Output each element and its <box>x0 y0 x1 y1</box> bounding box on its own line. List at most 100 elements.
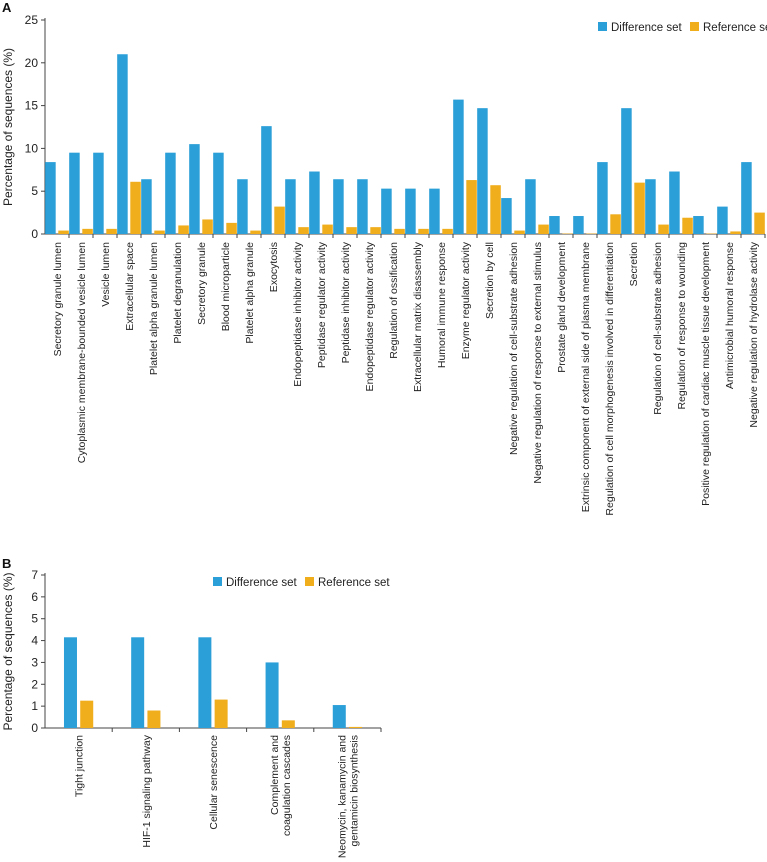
bar-reference-a-6 <box>202 219 213 234</box>
bar-difference-a-4 <box>141 179 152 234</box>
bar-difference-b-1 <box>131 637 145 728</box>
bar-difference-a-9 <box>261 126 272 234</box>
x-tick-label-b: Tight junction <box>74 735 86 797</box>
bar-difference-a-2 <box>93 152 104 234</box>
bar-reference-a-10 <box>298 227 309 234</box>
y-axis-title-a: Percentage of sequences (%) <box>1 48 15 206</box>
legend-swatch-difference-a <box>598 22 607 31</box>
x-tick-label-b: coagulation cascades <box>281 735 293 836</box>
x-tick-label-a: Extrinsic component of external side of … <box>580 242 592 512</box>
bar-difference-a-27 <box>693 216 704 234</box>
x-tick-label-b: HIF-1 signaling pathway <box>141 734 153 847</box>
x-tick-label-b: Cellular senescence <box>208 735 220 830</box>
bar-difference-a-17 <box>453 99 464 234</box>
x-tick-label-a: Regulation of response to wounding <box>676 242 688 410</box>
bar-difference-a-8 <box>237 179 248 234</box>
bar-reference-a-26 <box>682 217 693 234</box>
x-tick-label-a: Platelet alpha granule lumen <box>148 242 160 375</box>
bar-reference-a-18 <box>490 185 501 234</box>
x-tick-label-a: Antimicrobial humoral response <box>724 242 736 389</box>
x-tick-label-b: Complement and <box>269 735 281 815</box>
bar-reference-a-13 <box>370 227 381 234</box>
bar-difference-a-20 <box>525 179 536 234</box>
x-tick-label-a: Positive regulation of cardiac muscle ti… <box>700 242 712 506</box>
bar-difference-a-21 <box>549 216 560 234</box>
x-tick-label-a: Negative regulation of hydrolase activit… <box>748 241 760 427</box>
bar-reference-a-5 <box>178 225 189 234</box>
legend-label-reference-b: Reference set <box>318 577 390 589</box>
panel-label-b: B <box>2 556 11 571</box>
bar-difference-a-14 <box>381 188 392 234</box>
bar-difference-a-23 <box>597 162 608 234</box>
x-tick-label-a: Enzyme regulator activity <box>460 241 472 359</box>
x-tick-label-a: Extracellular matrix disassembly <box>412 241 424 392</box>
bar-difference-a-15 <box>405 188 416 234</box>
bar-difference-a-11 <box>309 171 320 234</box>
bar-reference-a-15 <box>418 228 429 234</box>
bar-reference-a-25 <box>658 224 669 234</box>
y-tick-label-b: 6 <box>31 590 38 604</box>
bar-difference-b-3 <box>265 662 279 728</box>
bar-difference-a-6 <box>189 144 200 234</box>
bar-reference-b-2 <box>214 699 228 728</box>
bar-reference-a-12 <box>346 227 357 234</box>
x-tick-label-a: Peptidase regulator activity <box>316 241 328 368</box>
bar-difference-b-4 <box>332 705 346 728</box>
y-axis-title-b: Percentage of sequences (%) <box>1 572 15 730</box>
y-tick-label-b: 7 <box>31 568 38 582</box>
bar-reference-a-4 <box>154 230 165 234</box>
bar-reference-a-9 <box>274 206 285 234</box>
y-tick-label-b: 4 <box>31 634 38 648</box>
bar-reference-a-0 <box>58 230 69 234</box>
legend-swatch-reference-b <box>305 577 314 586</box>
x-tick-label-a: Secretory granule lumen <box>52 242 64 357</box>
x-tick-label-a: Platelet degranulation <box>172 242 184 344</box>
x-tick-label-a: Endopeptidase inhibitor activity <box>292 241 304 387</box>
bar-reference-a-24 <box>634 182 645 234</box>
x-tick-label-a: Negative regulation of response to exter… <box>532 242 544 484</box>
bar-difference-a-25 <box>645 179 656 234</box>
x-tick-label-a: Negative regulation of cell-substrate ad… <box>508 242 520 455</box>
bar-reference-a-2 <box>106 228 117 234</box>
x-tick-label-a: Vesicle lumen <box>100 242 112 307</box>
bar-reference-a-7 <box>226 222 237 234</box>
bar-difference-a-3 <box>117 54 128 234</box>
bar-difference-a-0 <box>45 162 56 234</box>
bar-difference-a-28 <box>717 206 728 234</box>
bar-reference-b-0 <box>80 700 94 728</box>
x-tick-label-a: Humoral immune response <box>436 242 448 368</box>
legend-swatch-difference-b <box>213 577 222 586</box>
bar-reference-b-1 <box>147 710 161 728</box>
bar-difference-b-2 <box>198 637 212 728</box>
x-tick-label-a: Prostate gland development <box>556 242 568 373</box>
bar-difference-a-19 <box>501 198 512 234</box>
bar-reference-a-14 <box>394 228 405 234</box>
x-tick-label-a: Secretion <box>628 242 640 287</box>
y-tick-label-b: 3 <box>31 655 38 669</box>
bar-reference-a-23 <box>610 214 621 234</box>
bar-difference-a-13 <box>357 179 368 234</box>
panel-label-a: A <box>2 0 12 15</box>
x-tick-label-a: Secretory granule <box>196 242 208 325</box>
bar-reference-b-4 <box>349 726 363 728</box>
bar-reference-a-11 <box>322 224 333 234</box>
bar-difference-a-24 <box>621 108 632 234</box>
y-tick-label-a: 25 <box>25 13 39 27</box>
x-tick-label-a: Platelet alpha granule <box>244 242 256 344</box>
legend-swatch-reference-a <box>690 22 699 31</box>
y-tick-label-a: 15 <box>25 99 39 113</box>
x-tick-label-a: Regulation of cell morphogenesis involve… <box>604 242 616 516</box>
bar-reference-a-20 <box>538 224 549 234</box>
x-tick-label-b: gentamicin biosynthesis <box>348 735 360 846</box>
bar-difference-a-7 <box>213 152 224 234</box>
bar-difference-a-22 <box>573 216 584 234</box>
y-tick-label-a: 10 <box>25 141 39 155</box>
x-tick-label-a: Endopeptidase regulator activity <box>364 241 376 391</box>
x-tick-label-a: Peptidase inhibitor activity <box>340 241 352 363</box>
legend-label-difference-a: Difference set <box>611 22 683 34</box>
x-tick-label-a: Regulation of ossification <box>388 242 400 359</box>
y-tick-label-b: 5 <box>31 612 38 626</box>
x-tick-label-a: Regulation of cell-substrate adhesion <box>652 242 664 415</box>
bar-difference-b-0 <box>63 637 77 728</box>
